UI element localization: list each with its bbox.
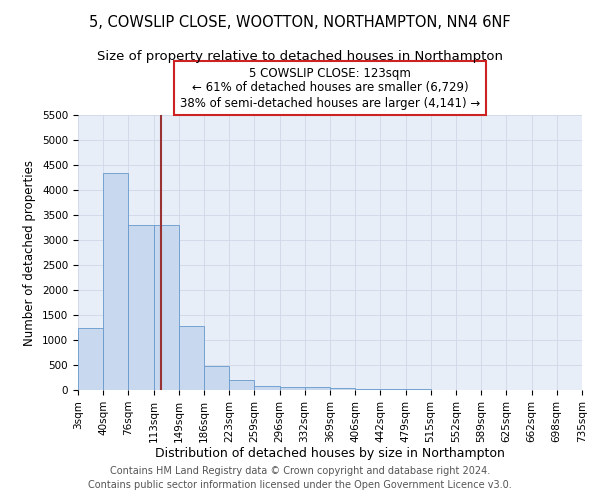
Text: 5 COWSLIP CLOSE: 123sqm
← 61% of detached houses are smaller (6,729)
38% of semi: 5 COWSLIP CLOSE: 123sqm ← 61% of detache… xyxy=(180,66,480,110)
Bar xyxy=(78,328,103,390)
Bar xyxy=(305,387,330,390)
X-axis label: Distribution of detached houses by size in Northampton: Distribution of detached houses by size … xyxy=(155,448,505,460)
Bar xyxy=(229,380,254,390)
Bar xyxy=(154,225,179,390)
Text: Size of property relative to detached houses in Northampton: Size of property relative to detached ho… xyxy=(97,50,503,63)
Bar xyxy=(204,366,229,390)
Bar xyxy=(355,388,380,390)
Bar xyxy=(128,225,154,390)
Text: Contains HM Land Registry data © Crown copyright and database right 2024.
Contai: Contains HM Land Registry data © Crown c… xyxy=(88,466,512,490)
Bar xyxy=(103,172,128,390)
Bar xyxy=(179,326,204,390)
Bar xyxy=(380,389,406,390)
Bar xyxy=(254,386,280,390)
Bar xyxy=(280,386,305,390)
Bar xyxy=(330,388,355,390)
Y-axis label: Number of detached properties: Number of detached properties xyxy=(23,160,37,346)
Bar xyxy=(406,389,431,390)
Text: 5, COWSLIP CLOSE, WOOTTON, NORTHAMPTON, NN4 6NF: 5, COWSLIP CLOSE, WOOTTON, NORTHAMPTON, … xyxy=(89,15,511,30)
